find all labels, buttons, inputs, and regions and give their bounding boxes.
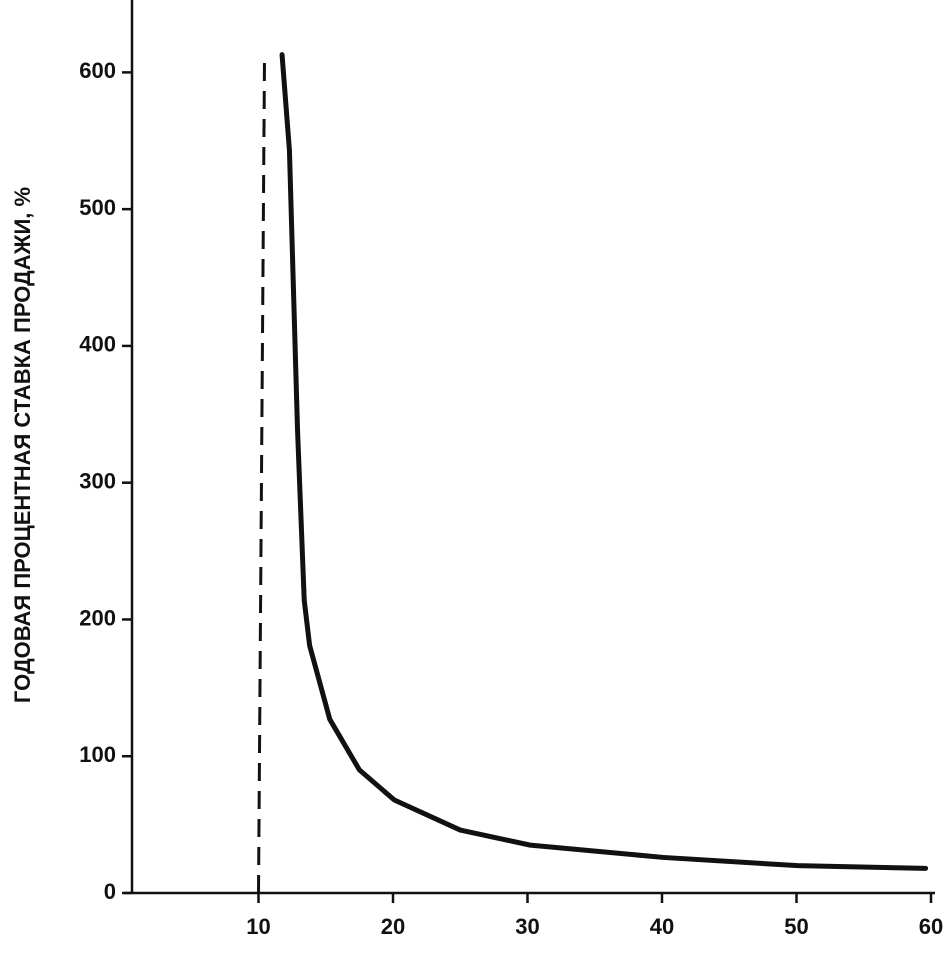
y-tick-label: 600 bbox=[79, 58, 116, 83]
x-tick-label: 20 bbox=[381, 914, 405, 939]
x-tick-label: 50 bbox=[784, 914, 808, 939]
x-tick-label: 30 bbox=[515, 914, 539, 939]
y-tick-label: 100 bbox=[79, 742, 116, 767]
x-tick-label: 60 bbox=[919, 914, 943, 939]
reference-line bbox=[257, 58, 266, 894]
x-tick-label: 40 bbox=[650, 914, 674, 939]
x-tick-label: 10 bbox=[246, 914, 270, 939]
y-axis-label: ГОДОВАЯ ПРОЦЕНТНАЯ СТАВКА ПРОДАЖИ, % bbox=[10, 187, 35, 703]
line bbox=[279, 52, 929, 871]
y-tick-label: 500 bbox=[79, 195, 116, 220]
y-tick-label: 0 bbox=[104, 879, 116, 904]
y-tick-label: 200 bbox=[79, 605, 116, 630]
y-tick-label: 300 bbox=[79, 469, 116, 494]
y-tick-label: 400 bbox=[79, 332, 116, 357]
